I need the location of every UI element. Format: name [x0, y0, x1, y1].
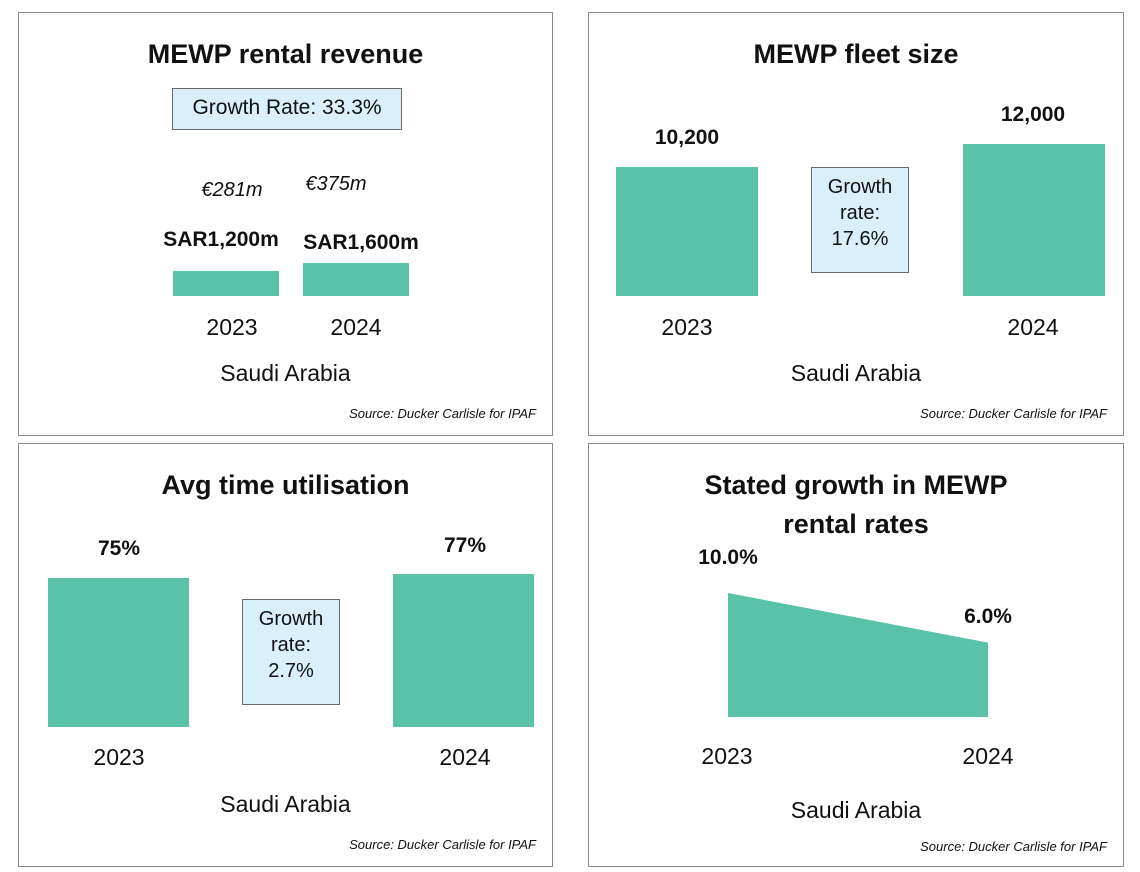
growth-rate-box: Growth rate: 2.7%: [242, 599, 340, 705]
x-tick-2024: 2024: [1007, 314, 1059, 340]
x-tick-2023: 2023: [93, 744, 145, 770]
time-utilisation-panel: Avg time utilisation 75% 77% Growth rate…: [18, 443, 553, 867]
bar-2023: [48, 578, 189, 727]
area-plot: [728, 593, 988, 717]
x-tick-2024: 2024: [330, 314, 382, 340]
fleet-size-panel: MEWP fleet size 10,200 12,000 Growth rat…: [588, 12, 1124, 436]
bar-2023: [173, 271, 279, 296]
x-axis-label: Saudi Arabia: [790, 797, 922, 823]
growth-line-2: rate:: [270, 634, 312, 656]
bar-2024: [393, 574, 534, 727]
growth-line-2: rate:: [839, 202, 881, 224]
value-label-2024: 77%: [443, 534, 487, 557]
area-series: [728, 593, 988, 717]
value-label-2023: 10,200: [654, 126, 720, 149]
source-note: Source: Ducker Carlisle for IPAF: [349, 837, 536, 852]
chart-title-line-2: rental rates: [783, 509, 929, 539]
chart-title: Avg time utilisation: [161, 470, 410, 500]
bar-2024: [303, 262, 409, 296]
bar-2024: [963, 144, 1105, 296]
x-tick-2024: 2024: [439, 744, 491, 770]
x-axis-label: Saudi Arabia: [790, 360, 922, 386]
growth-line-1: Growth: [827, 176, 893, 198]
chart-title-line-1: Stated growth in MEWP: [704, 470, 1008, 500]
x-tick-2023: 2023: [661, 314, 713, 340]
growth-line-3: 17.6%: [831, 228, 889, 250]
rental-rate-growth-panel: Stated growth in MEWP rental rates 10.0%…: [588, 443, 1124, 867]
secondary-label-2023: €281m: [201, 179, 263, 201]
value-label-2023: 10.0%: [698, 546, 758, 569]
x-tick-2024: 2024: [962, 743, 1014, 769]
x-tick-2023: 2023: [701, 743, 753, 769]
value-label-2023: SAR1,200m: [163, 228, 279, 251]
value-label-2024: SAR1,600m: [303, 231, 419, 254]
rental-revenue-panel: MEWP rental revenue Growth Rate: 33.3% €…: [18, 12, 553, 436]
value-label-2024: 6.0%: [964, 604, 1012, 628]
growth-rate-box: Growth rate: 17.6%: [811, 167, 909, 273]
bar-2023: [616, 167, 758, 296]
chart-title: MEWP rental revenue: [147, 39, 424, 69]
secondary-label-2024: €375m: [305, 173, 367, 195]
growth-line-3: 2.7%: [268, 660, 314, 682]
growth-rate-box: Growth Rate: 33.3%: [172, 88, 402, 130]
x-axis-label: Saudi Arabia: [220, 791, 351, 817]
value-label-2023: 75%: [97, 537, 141, 560]
source-note: Source: Ducker Carlisle for IPAF: [349, 406, 536, 421]
source-note: Source: Ducker Carlisle for IPAF: [920, 406, 1107, 421]
growth-line-1: Growth: [258, 608, 324, 630]
value-label-2024: 12,000: [1000, 103, 1066, 126]
x-axis-label: Saudi Arabia: [220, 360, 351, 386]
source-note: Source: Ducker Carlisle for IPAF: [920, 839, 1107, 854]
x-tick-2023: 2023: [206, 314, 258, 340]
chart-title: MEWP fleet size: [753, 39, 959, 69]
